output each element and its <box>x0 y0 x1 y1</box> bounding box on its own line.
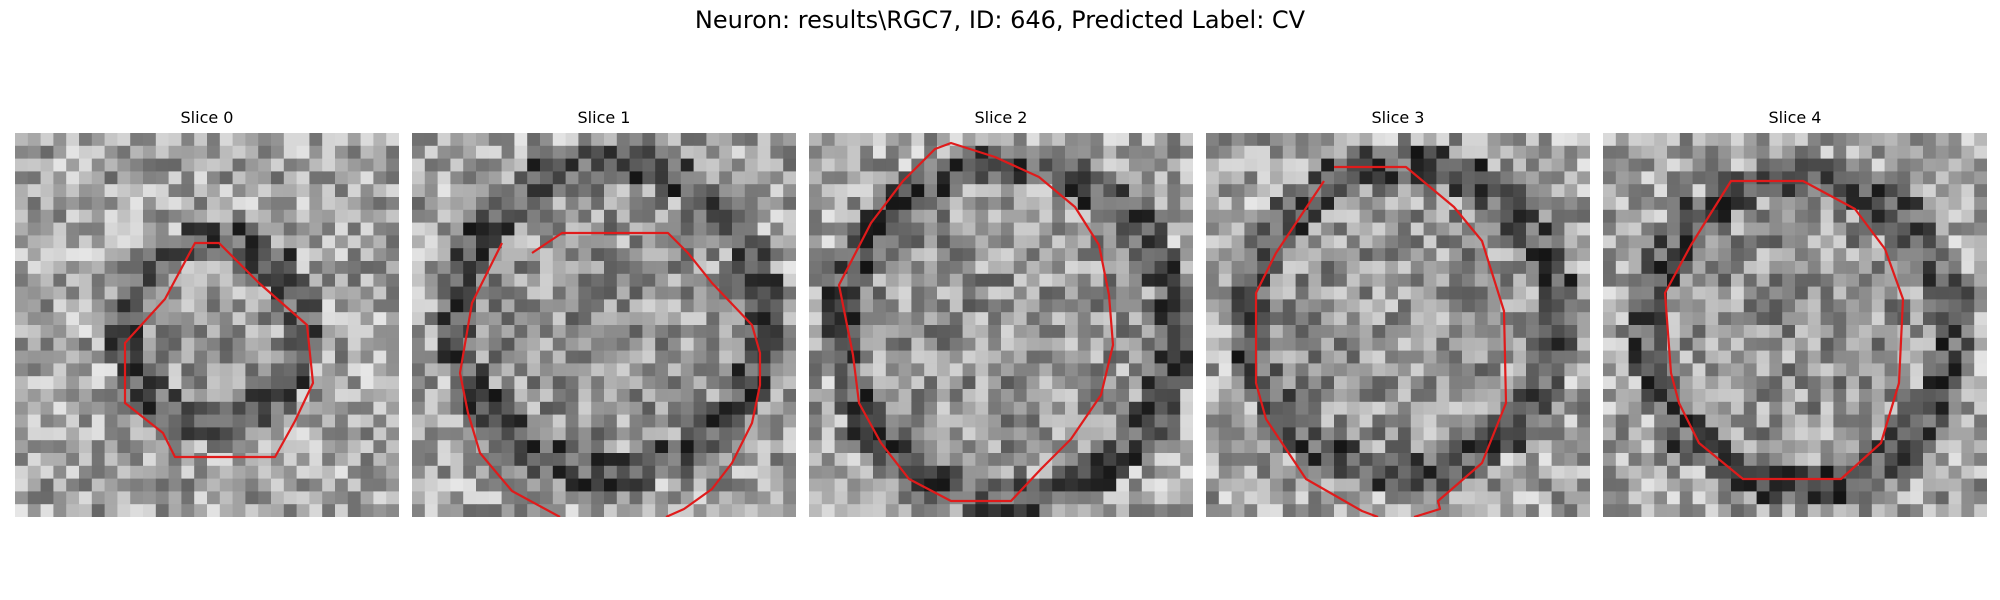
cell-contour-outline <box>123 241 315 459</box>
slice-title: Slice 2 <box>974 108 1028 127</box>
cell-contour-outline <box>1334 165 1508 517</box>
cell-contour-outline <box>458 242 561 517</box>
slice-title: Slice 3 <box>1371 108 1425 127</box>
slice-title: Slice 4 <box>1768 108 1822 127</box>
figure-title: Neuron: results\RGC7, ID: 646, Predicted… <box>694 6 1306 34</box>
slice-image-0 <box>15 133 399 517</box>
slice-image-4 <box>1603 133 1987 517</box>
slice-image-3 <box>1206 133 1590 517</box>
slice-image-1 <box>412 133 796 517</box>
cell-contour-outline <box>1663 179 1905 481</box>
slice-title: Slice 1 <box>577 108 631 127</box>
slice-image-2 <box>809 133 1193 517</box>
slice-title: Slice 0 <box>180 108 234 127</box>
cell-contour-outline <box>1254 180 1379 517</box>
cell-contour-outline <box>531 231 762 517</box>
cell-contour-outline <box>837 141 1115 503</box>
